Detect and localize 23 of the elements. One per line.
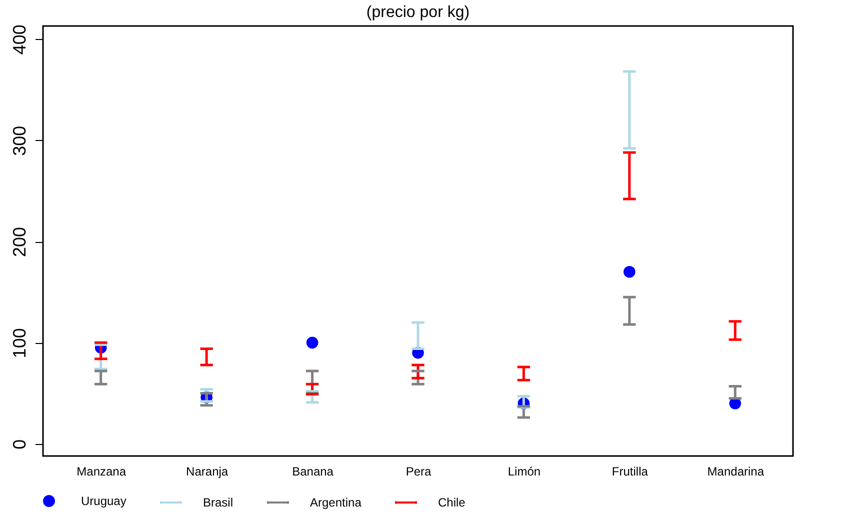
bar — [628, 152, 631, 200]
y-tick-label: 200 — [10, 226, 30, 258]
legend-label: Uruguay — [81, 494, 126, 508]
bar — [628, 72, 631, 148]
legend-label: Argentina — [310, 496, 362, 510]
legend-label: Chile — [438, 496, 466, 510]
chart-title: (precio por kg) — [366, 4, 470, 22]
bar — [628, 297, 631, 324]
x-tick-label: Naranja — [186, 464, 228, 478]
y-tick-label: 100 — [10, 328, 30, 358]
x-tick-label: Frutilla — [612, 464, 648, 478]
x-tick-label: Manzana — [76, 464, 126, 478]
y-tick-label: 400 — [10, 24, 30, 55]
point — [624, 266, 636, 278]
x-tick-label: Banana — [292, 464, 334, 478]
legend-label: Brasil — [203, 496, 234, 510]
x-tick-label: Pera — [406, 464, 432, 478]
x-tick-label: Limón — [508, 464, 541, 478]
y-tick-label: 300 — [10, 126, 30, 156]
point — [306, 336, 318, 349]
bar — [416, 322, 420, 349]
x-tick-label: Mandarina — [707, 464, 764, 478]
y-tick-label: 0 — [10, 439, 30, 450]
